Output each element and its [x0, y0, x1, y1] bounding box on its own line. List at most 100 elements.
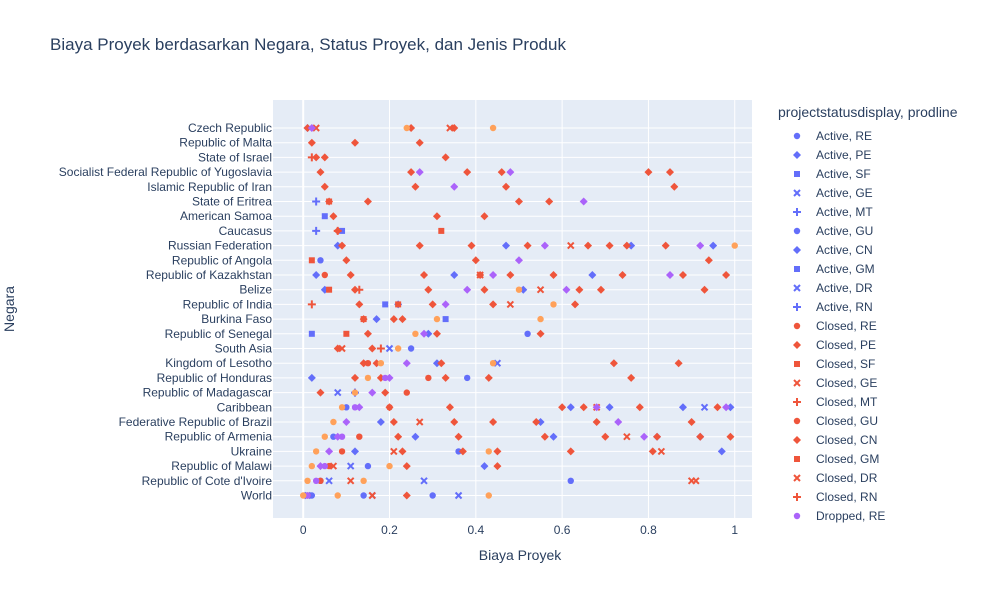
data-point	[368, 344, 377, 353]
data-point	[635, 403, 644, 412]
legend-item[interactable]: Active, RN	[778, 297, 993, 316]
data-point	[329, 462, 338, 470]
data-point	[382, 301, 389, 308]
legend-item[interactable]: Closed, GM	[778, 449, 993, 468]
plot-background	[273, 100, 752, 518]
data-point	[385, 403, 394, 412]
data-point	[372, 315, 381, 324]
legend-item[interactable]: Active, DR	[778, 278, 993, 297]
data-point	[575, 285, 584, 294]
series-active-cn	[307, 315, 433, 382]
data-point	[420, 271, 429, 279]
legend-item[interactable]: Closed, GU	[778, 411, 993, 430]
legend-item[interactable]: Active, GM	[778, 259, 993, 278]
y-tick-label: Republic of Malta	[179, 136, 272, 150]
legend-item[interactable]: Closed, SF	[778, 354, 993, 373]
legend-item[interactable]: Active, GE	[778, 183, 993, 202]
x-tick-label: 0.6	[554, 523, 571, 537]
legend-item[interactable]: Closed, MT	[778, 392, 993, 411]
data-point	[424, 285, 433, 294]
circle-marker-icon	[793, 132, 801, 139]
data-point	[618, 271, 627, 279]
legend-item[interactable]: Active, PE	[778, 145, 993, 164]
legend-item-label: Closed, RN	[816, 489, 878, 504]
data-point	[329, 212, 338, 221]
data-point	[381, 388, 390, 397]
data-point	[334, 492, 341, 499]
legend-item[interactable]: Closed, PE	[778, 335, 993, 354]
x-axis-title: Biaya Proyek	[479, 547, 562, 563]
series-active-sf	[308, 227, 449, 337]
data-point	[463, 285, 472, 294]
data-point	[415, 241, 424, 250]
data-point	[566, 447, 575, 456]
data-point	[407, 168, 416, 177]
legend-item[interactable]: Active, RE	[778, 126, 993, 145]
data-point	[355, 300, 364, 309]
legend-item[interactable]: Active, CN	[778, 240, 993, 259]
data-point	[360, 477, 367, 484]
data-point	[394, 432, 403, 441]
data-point	[312, 153, 321, 162]
data-point	[450, 271, 459, 279]
data-point	[368, 491, 376, 500]
legend: projectstatusdisplay, prodline Active, R…	[778, 104, 993, 525]
legend-item-label: Active, MT	[816, 204, 873, 219]
data-point	[415, 168, 424, 177]
legend-item[interactable]: Active, GU	[778, 221, 993, 240]
data-point	[605, 241, 614, 250]
legend-item[interactable]: Closed, DR	[778, 468, 993, 487]
legend-item-label: Active, DR	[816, 280, 873, 295]
data-point	[532, 418, 541, 426]
data-point	[537, 315, 544, 323]
data-point	[455, 448, 462, 455]
data-point	[411, 182, 420, 191]
data-point	[432, 329, 441, 338]
legend-item-label: Active, SF	[816, 166, 871, 181]
data-point	[450, 418, 459, 426]
data-point	[308, 462, 316, 470]
data-point	[489, 271, 498, 279]
data-point	[709, 241, 718, 250]
legend-item[interactable]: Closed, GE	[778, 373, 993, 392]
legend-item[interactable]: Closed, RN	[778, 487, 993, 506]
y-tick-label: Republic of Cote d'Ivoire	[142, 474, 273, 488]
data-point	[300, 492, 307, 499]
legend-item-label: Closed, DR	[816, 470, 878, 485]
legend-item-label: Active, PE	[816, 147, 872, 162]
legend-item[interactable]: Active, SF	[778, 164, 993, 183]
legend-marker	[794, 455, 800, 462]
data-point	[700, 285, 709, 294]
data-point	[342, 418, 351, 426]
data-point	[389, 315, 398, 324]
data-point	[700, 403, 709, 412]
circle-marker-icon	[793, 512, 801, 519]
series-closed-gm	[326, 198, 333, 205]
data-point	[579, 197, 588, 206]
legend-item[interactable]: Closed, CN	[778, 430, 993, 449]
legend-item[interactable]: Closed, RE	[778, 316, 993, 335]
legend-marker	[793, 378, 801, 387]
data-point	[480, 285, 489, 294]
legend-item[interactable]: Active, MT	[778, 202, 993, 221]
data-point	[338, 448, 346, 455]
data-point	[640, 432, 649, 441]
data-point	[376, 344, 385, 353]
y-tick-label: Socialist Federal Republic of Yugoslavia	[59, 165, 273, 179]
data-point	[454, 491, 463, 500]
data-point	[653, 432, 662, 441]
data-point	[351, 404, 359, 411]
data-point	[402, 491, 411, 500]
data-point	[346, 477, 355, 485]
data-point	[536, 285, 545, 294]
data-point	[489, 300, 498, 309]
data-point	[726, 432, 735, 441]
data-point	[687, 477, 696, 485]
data-point	[549, 271, 558, 279]
data-point	[317, 257, 324, 264]
x-tick-label: 0.8	[640, 523, 657, 537]
data-point	[303, 124, 312, 132]
data-point	[506, 271, 515, 279]
legend-item[interactable]: Dropped, RE	[778, 506, 993, 525]
